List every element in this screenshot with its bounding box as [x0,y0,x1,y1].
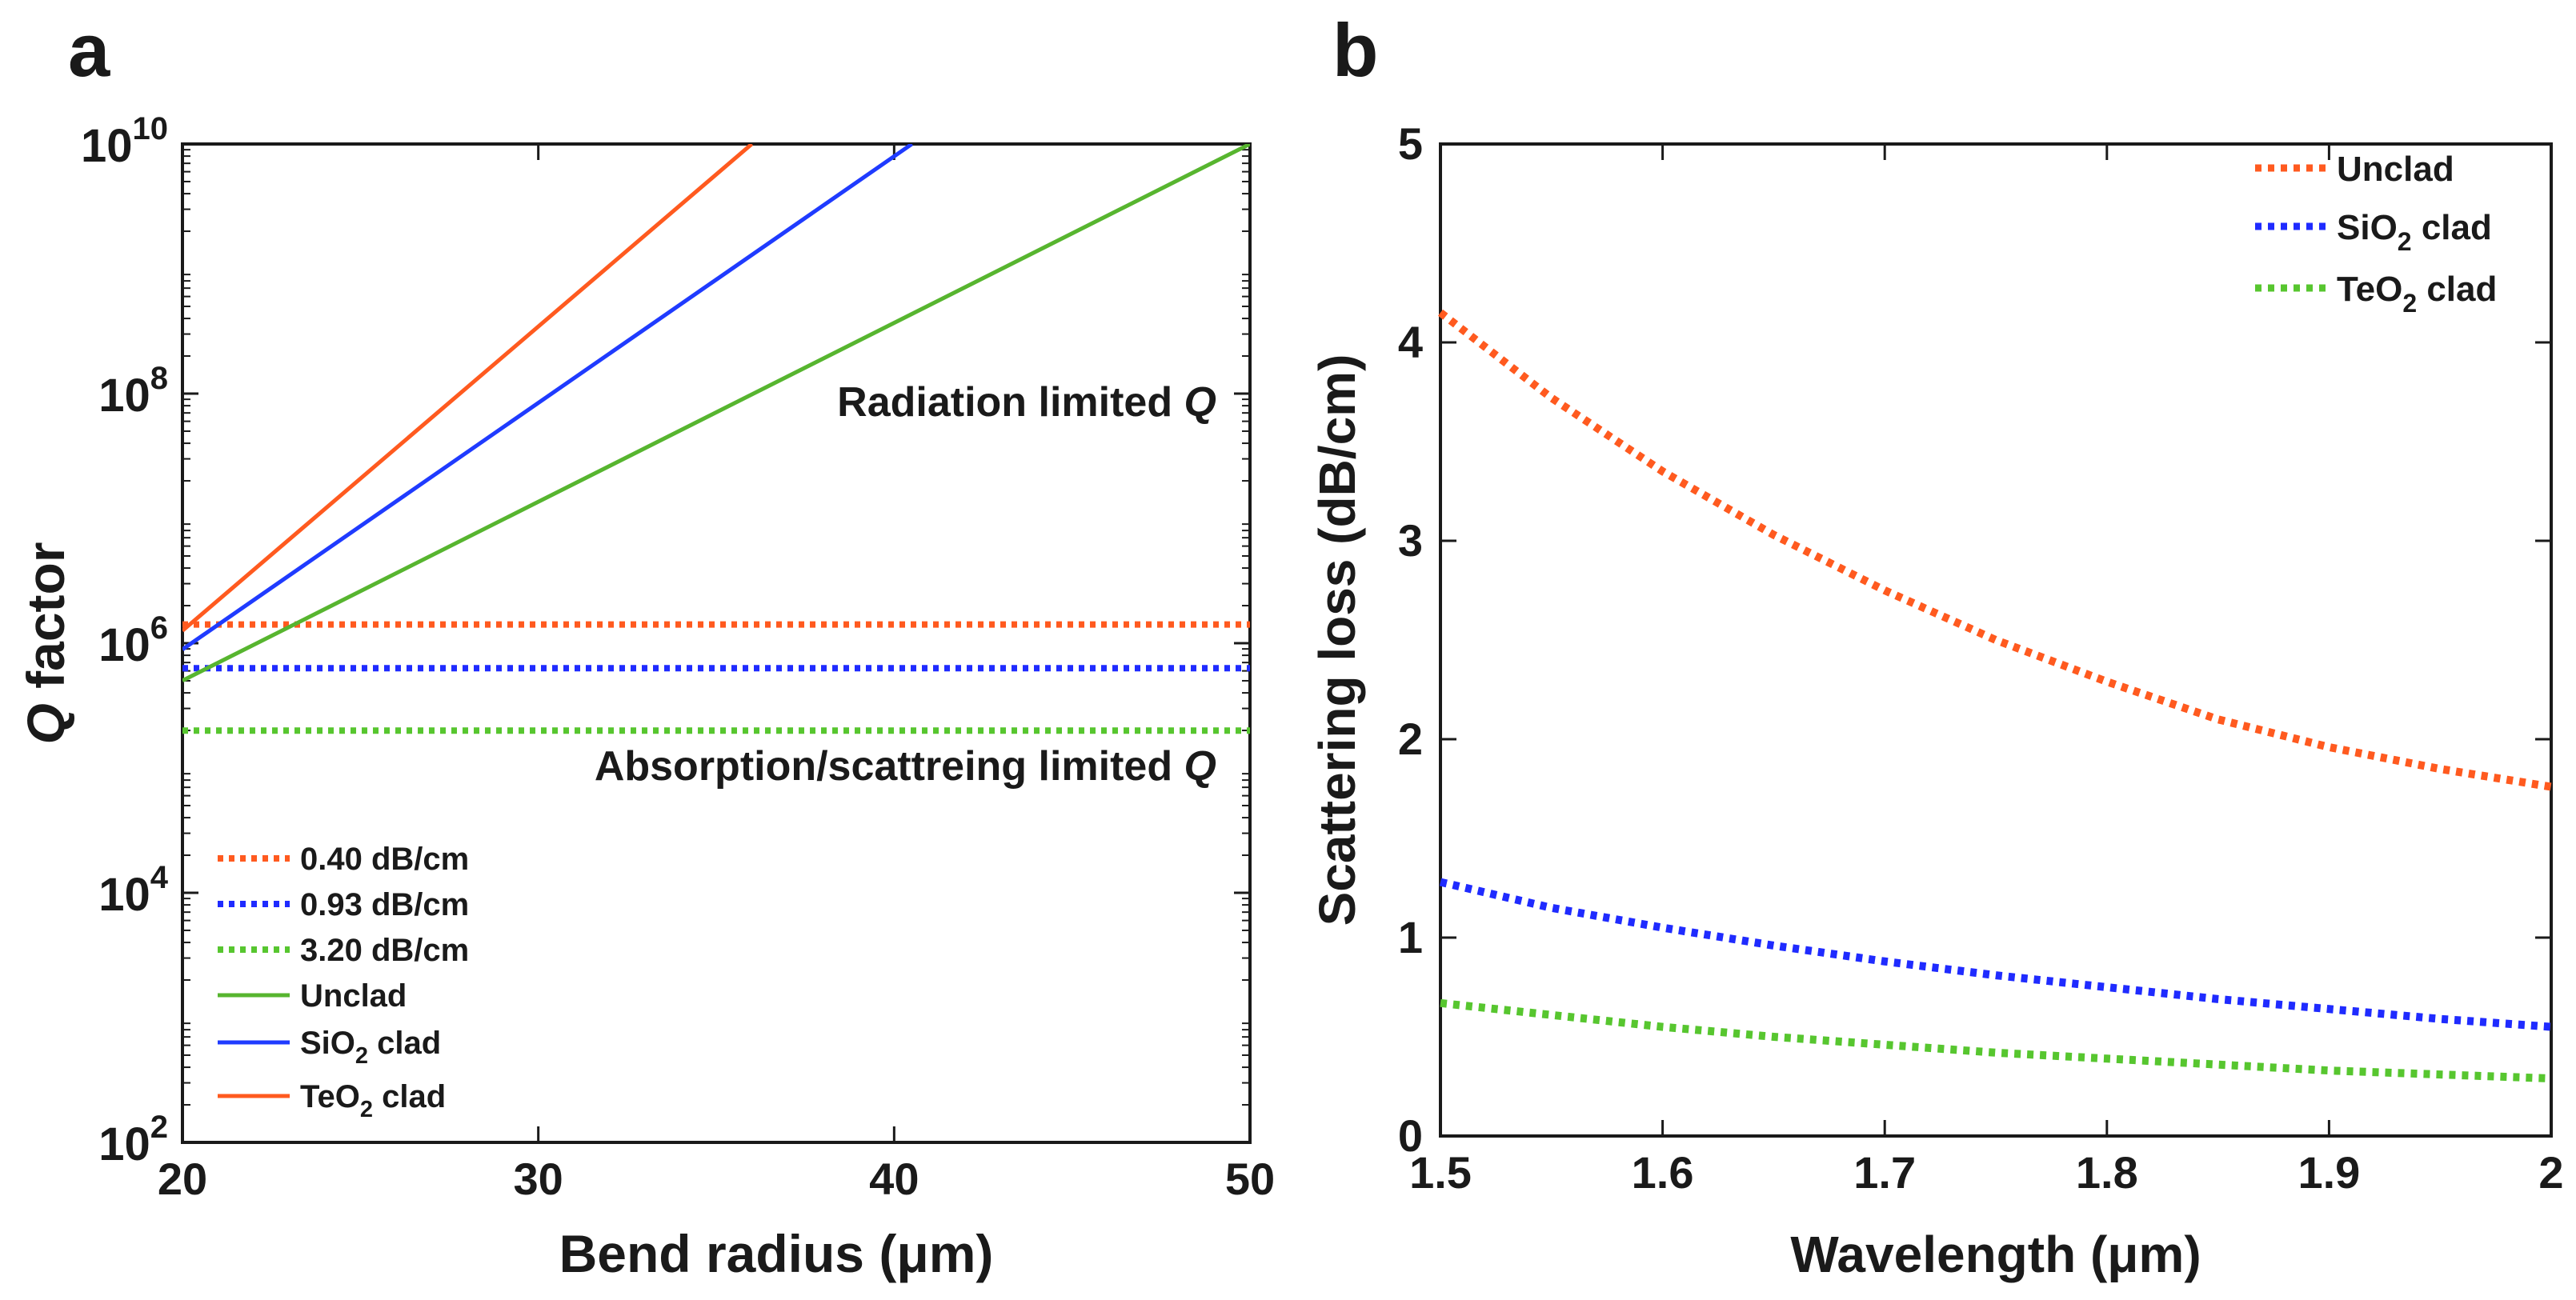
y-tick-label: 0 [1398,1110,1423,1161]
x-tick-label: 1.6 [1632,1147,1694,1198]
x-tick-label: 20 [158,1154,207,1204]
legend-label: SiO2 clad [2337,208,2492,256]
series-line-sio2 [1439,878,2552,1031]
annotation-absorption-limited: Absorption/scattreing limited Q [595,743,1216,790]
y-tick-label: 4 [1398,317,1423,367]
y-tick-label: 108 [98,361,168,422]
y-tick-label: 106 [98,610,168,671]
x-axis-label: Wavelength (μm) [1790,1226,2201,1283]
y-tick-label: 102 [98,1110,168,1170]
y-tick-label: 5 [1398,118,1423,169]
x-tick-label: 2 [2538,1147,2563,1198]
x-tick-label: 1.5 [1409,1147,1472,1198]
legend-label: SiO2 clad [300,1026,441,1069]
y-tick-label: 3 [1398,515,1423,566]
x-tick-label: 40 [869,1154,919,1204]
y-tick-label: 104 [98,860,169,921]
x-tick-label: 30 [514,1154,563,1204]
legend-label: 0.40 dB/cm [300,842,469,877]
y-axis-label: Q factor [16,542,75,744]
panel-b-chart: 0 1 2 3 4 5 1.5 1.6 1.7 1.8 1.9 2 Wavelength (μm) Sca… [1308,118,2564,1283]
annotation-radiation-limited: Radiation limited Q [837,379,1216,426]
legend-label: 3.20 dB/cm [300,933,469,968]
x-tick-label: 1.8 [2076,1147,2138,1198]
series-line-unclad [182,144,1250,683]
plot-frame [1439,142,2553,1138]
x-axis-label: Bend radius (μm) [559,1224,994,1283]
legend-label: TeO2 clad [2337,270,2497,318]
panel-label-a: a [68,8,110,92]
legend-label: Unclad [300,978,407,1014]
y-axis-label: Scattering loss (dB/cm) [1308,354,1366,926]
series-line-teo2 [182,144,754,633]
panel-label-b: b [1332,8,1378,92]
panel-a-chart: 102 104 106 108 1010 20 30 40 50 Bend radius (μm)… [16,111,1275,1283]
series-line-sio2 [182,144,913,651]
legend-label: TeO2 clad [300,1079,446,1122]
y-tick-label: 1 [1398,912,1423,962]
legend-label: 0.93 dB/cm [300,887,469,922]
x-tick-label: 50 [1225,1154,1275,1204]
y-tick-label: 2 [1398,714,1423,764]
y-tick-label: 1010 [81,111,168,172]
series-line-teo2 [1440,998,2552,1083]
series-line-unclad [1437,309,2552,791]
x-tick-label: 1.9 [2298,1147,2360,1198]
x-tick-label: 1.7 [1853,1147,1916,1198]
legend-label: Unclad [2337,150,2454,189]
